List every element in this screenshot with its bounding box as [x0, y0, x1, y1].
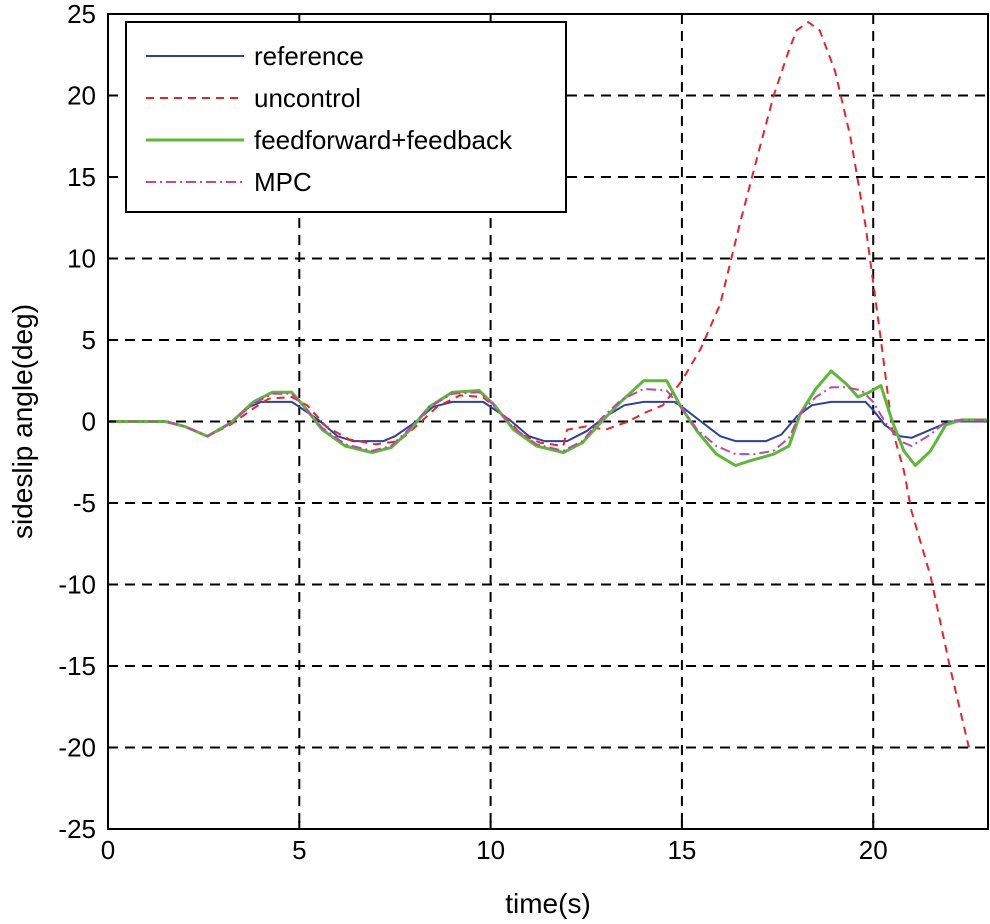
x-tick-label: 10 — [476, 835, 505, 865]
legend-label: uncontrol — [254, 83, 361, 113]
y-tick-label: -25 — [58, 814, 96, 844]
series-line-reference — [108, 400, 988, 443]
y-tick-label: 15 — [67, 162, 96, 192]
x-tick-label: 15 — [667, 835, 696, 865]
y-tick-label: -20 — [58, 733, 96, 763]
legend-label: feedforward+feedback — [254, 125, 513, 155]
y-axis-label: sideslip angle(deg) — [7, 304, 38, 539]
x-tick-label: 5 — [292, 835, 306, 865]
y-tick-label: -10 — [58, 570, 96, 600]
series-line-feedforward-feedback — [108, 369, 988, 467]
y-tick-label: 10 — [67, 244, 96, 274]
x-axis-label: time(s) — [505, 888, 591, 919]
legend-box — [125, 21, 567, 213]
y-tick-label: 20 — [67, 81, 96, 111]
legend-label: MPC — [254, 167, 312, 197]
axis-ticks: 0 5 10 15 20 25 20 15 10 5 0 -5 -10 -15 -20 -25 — [58, 0, 887, 865]
y-tick-label: 25 — [67, 0, 96, 29]
y-tick-label: 0 — [82, 407, 96, 437]
legend: reference uncontrol feedforward+feedback MP… — [125, 21, 567, 213]
series-lines — [108, 21, 988, 748]
x-tick-label: 20 — [859, 835, 888, 865]
legend-label: reference — [254, 41, 364, 71]
x-tick-label: 0 — [101, 835, 115, 865]
series-line-mpc — [108, 386, 988, 456]
series-line-uncontrol — [108, 21, 970, 748]
y-tick-label: -5 — [73, 488, 96, 518]
y-tick-label: -15 — [58, 651, 96, 681]
y-tick-label: 5 — [82, 325, 96, 355]
